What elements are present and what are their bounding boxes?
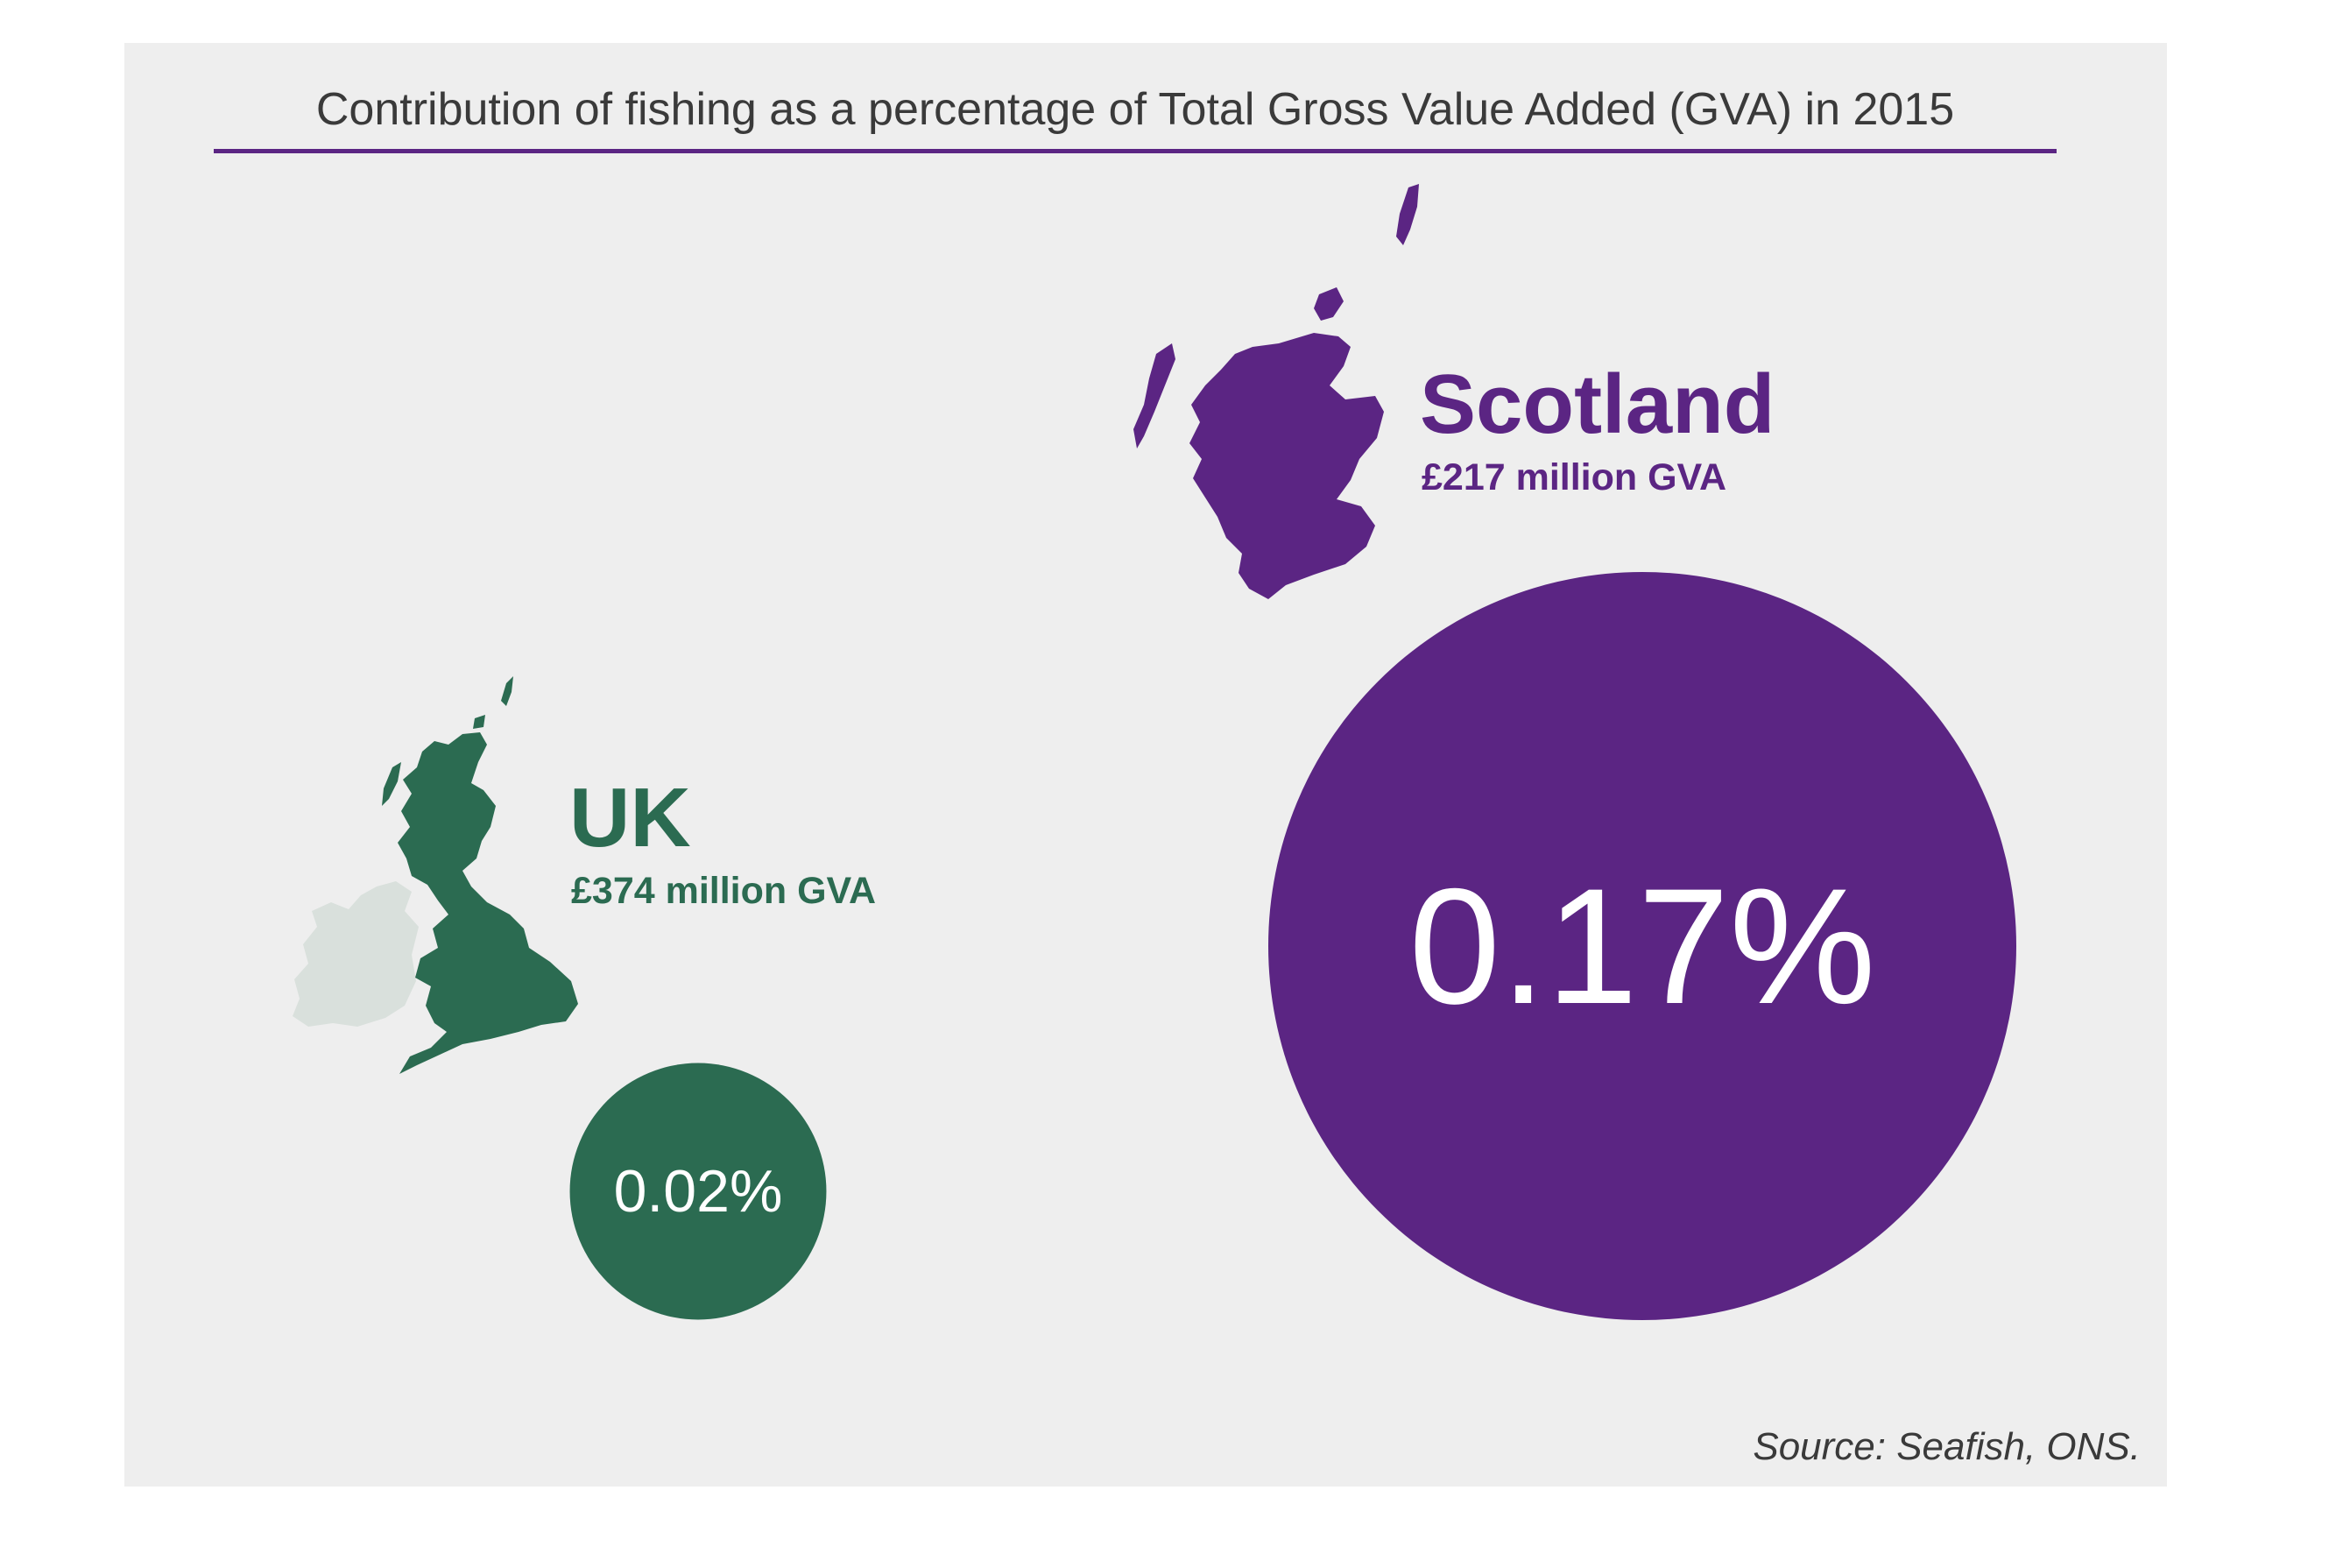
uk-bubble <box>569 1063 827 1320</box>
title-underline <box>214 149 2057 153</box>
uk-gva-label: £374 million GVA <box>571 870 877 912</box>
bubble-layer: 0.02% 0.17% <box>569 572 2016 1320</box>
scotland-gva-label: £217 million GVA <box>1422 456 1727 498</box>
orkney-shape <box>1314 287 1344 321</box>
orkney-uk-shape <box>473 715 485 729</box>
shetland-shape <box>1396 184 1419 245</box>
ireland-shape <box>293 881 419 1027</box>
uk-label: UK <box>569 771 691 865</box>
scotland-percent-label: 0.17% <box>1408 854 1875 1038</box>
hebrides-uk-shape <box>382 762 401 806</box>
uk-map-icon <box>293 676 578 1074</box>
chart-title: Contribution of fishing as a percentage … <box>315 84 1955 135</box>
uk-percent-label: 0.02% <box>614 1158 783 1225</box>
great-britain-shape <box>398 732 578 1074</box>
source-note: Source: Seafish, ONS. <box>1753 1425 2141 1468</box>
scotland-bubble <box>1268 572 2016 1320</box>
shetland-uk-shape <box>501 676 513 706</box>
scotland-mainland-shape <box>1189 333 1384 599</box>
scotland-map-icon <box>1133 184 1419 599</box>
scotland-label: Scotland <box>1420 357 1775 451</box>
hebrides-shape <box>1133 343 1175 449</box>
